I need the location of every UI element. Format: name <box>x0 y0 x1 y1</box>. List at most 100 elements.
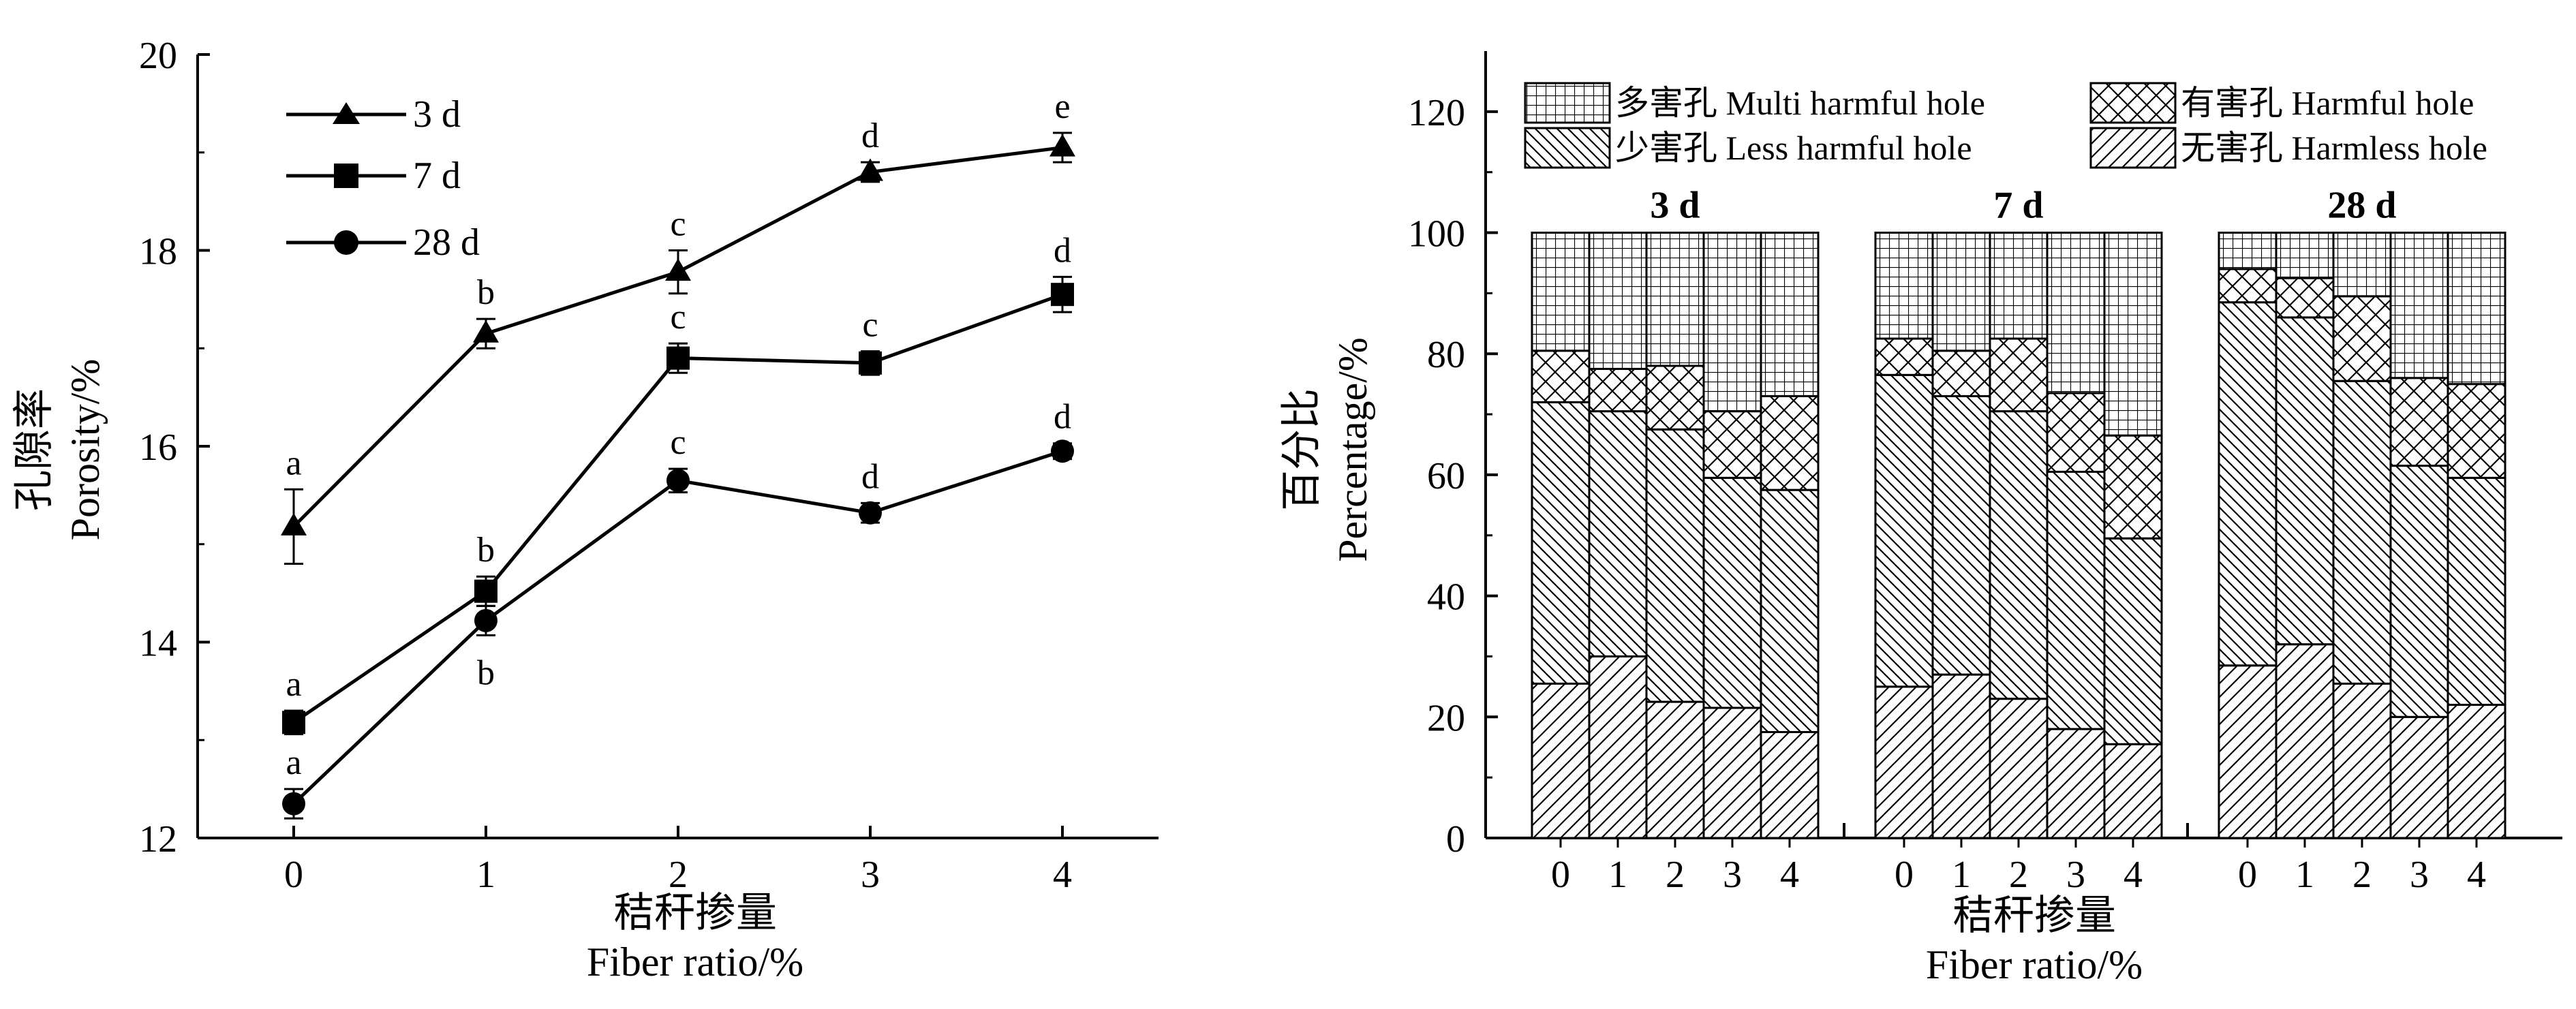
x-tick-label: 0 <box>2238 854 2257 896</box>
data-point-circle <box>282 792 305 816</box>
bar-segment-harmful <box>1588 367 1648 413</box>
bar-xlabel-en: Fiber ratio/% <box>1926 942 2143 987</box>
legend-swatch-harmless <box>2089 127 2177 169</box>
series-line <box>292 449 1063 805</box>
data-point-square <box>859 351 882 375</box>
bar-segment-harmful <box>2275 277 2335 319</box>
y-tick-label: 120 <box>1408 92 1465 134</box>
group-title: 7 d <box>1993 185 2043 227</box>
bar-segment-harmless <box>2332 682 2392 839</box>
bar-segment-less-harmful <box>1588 410 1648 657</box>
bar-segment-harmless <box>2103 743 2163 839</box>
bar-chart-legend: 多害孔 Multi harmful hole 有害孔 Harmful hole … <box>1524 82 2487 169</box>
x-tick-label: 0 <box>284 854 303 896</box>
bar-segment-multi-harmful <box>1989 232 2049 340</box>
bar-segment-harmless <box>1588 655 1648 839</box>
data-point-triangle <box>1049 134 1075 157</box>
data-point-triangle <box>857 158 883 181</box>
y-tick-label: 40 <box>1427 576 1465 619</box>
data-point-square <box>474 579 497 603</box>
y-tick-label: 20 <box>139 35 177 77</box>
x-tick-label: 2 <box>669 854 688 896</box>
bar-segment-harmless <box>1989 698 2049 839</box>
bar-segment-multi-harmful <box>1760 232 1820 397</box>
line-ylabel-en: Porosity/% <box>63 359 108 541</box>
bar-segment-less-harmful <box>1989 410 2049 700</box>
y-tick-label: 80 <box>1427 334 1465 376</box>
x-tick-label: 4 <box>1780 854 1799 896</box>
bar-segment-less-harmful <box>2389 465 2449 718</box>
x-tick-label: 4 <box>2123 854 2143 896</box>
bar-segment-multi-harmful <box>1874 232 1934 340</box>
data-point-circle <box>474 608 497 632</box>
x-tick-label: 1 <box>2295 854 2314 896</box>
bar-segment-harmless <box>2447 704 2506 839</box>
x-tick-label: 3 <box>1723 854 1742 896</box>
bar-segment-multi-harmful <box>1645 232 1705 367</box>
x-tick-label: 1 <box>1952 854 1971 896</box>
significance-letter: c <box>862 306 878 345</box>
bar-segment-harmless <box>2389 715 2449 839</box>
y-tick-label: 14 <box>139 623 177 665</box>
significance-letter: d <box>861 457 879 496</box>
bar-segment-harmful <box>1760 394 1820 491</box>
y-tick-label: 60 <box>1427 455 1465 497</box>
x-tick-label: 1 <box>476 854 495 896</box>
legend-label-less-harmful: 少害孔 Less harmful hole <box>1615 129 1972 167</box>
line-ylabel-cn: 孔隙率 <box>12 388 57 511</box>
bar-segment-harmful <box>1531 350 1591 403</box>
bar-segment-less-harmful <box>2275 316 2335 646</box>
bar-segment-harmful <box>1702 410 1762 479</box>
bar-segment-multi-harmful <box>1588 232 1648 370</box>
bar-segment-multi-harmful <box>1531 232 1591 352</box>
legend-swatch-harmful <box>2089 82 2177 124</box>
legend-marker-circle <box>334 230 358 255</box>
y-tick-label: 100 <box>1408 213 1465 255</box>
bar-segment-multi-harmful <box>2103 232 2163 437</box>
bar-segment-less-harmful <box>2046 470 2106 730</box>
significance-letter: b <box>477 531 495 570</box>
bar-segment-harmful <box>2332 295 2392 382</box>
bar-segment-less-harmful <box>1645 428 1705 703</box>
x-tick-label: 4 <box>2467 854 2486 896</box>
bar-segment-harmful <box>2447 383 2506 479</box>
data-point-circle <box>859 501 882 525</box>
bar-segment-less-harmful <box>1874 373 1934 688</box>
legend-label-28d: 28 d <box>413 221 480 264</box>
bar-segment-multi-harmful <box>2447 232 2506 386</box>
x-tick-label: 2 <box>2352 854 2372 896</box>
bar-segment-harmless <box>1931 673 1991 839</box>
bar-segment-multi-harmful <box>1702 232 1762 413</box>
line-chart-legend: 3 d 7 d 28 d <box>286 93 480 264</box>
bar-segment-harmless <box>2275 643 2335 839</box>
bar-segment-less-harmful <box>2218 301 2278 667</box>
bar-segment-multi-harmful <box>1931 232 1991 352</box>
legend-label-multi-harmful: 多害孔 Multi harmful hole <box>1615 84 1985 122</box>
data-point-square <box>1051 283 1074 307</box>
line-xlabel-cn: 秸秆掺量 <box>613 890 777 935</box>
bar-segment-harmful <box>2389 377 2449 467</box>
bar-segment-harmless <box>1645 700 1705 839</box>
data-point-triangle <box>473 320 499 343</box>
x-tick-label: 3 <box>2410 854 2429 896</box>
significance-letter: d <box>1054 398 1071 437</box>
legend-label-3d: 3 d <box>413 93 461 136</box>
bar-segment-multi-harmful <box>2389 232 2449 379</box>
bar-ylabel-cn: 百分比 <box>1279 388 1324 511</box>
data-point-circle <box>666 469 690 493</box>
x-tick-label: 2 <box>2009 854 2028 896</box>
significance-letter: a <box>286 444 301 482</box>
significance-letter: a <box>286 743 301 782</box>
bar-segment-harmful <box>1989 337 2049 413</box>
y-tick-label: 16 <box>139 426 177 469</box>
bar-segment-harmless <box>1760 731 1820 839</box>
bar-segment-less-harmful <box>1531 401 1591 685</box>
data-point-triangle <box>281 512 307 535</box>
bar-segment-harmful <box>1931 350 1991 397</box>
legend-label-harmful: 有害孔 Harmful hole <box>2181 84 2474 122</box>
